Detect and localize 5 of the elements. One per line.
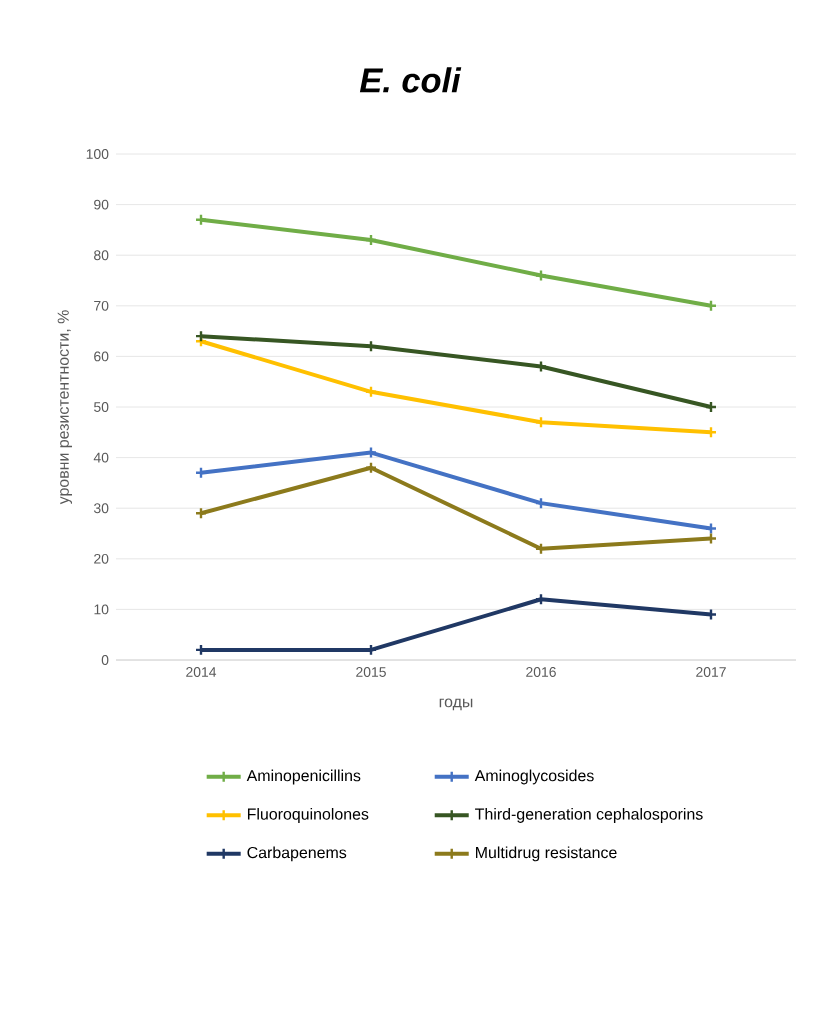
point	[534, 269, 548, 282]
point	[364, 461, 378, 474]
chart-title: E. coli	[359, 67, 462, 93]
point	[364, 385, 378, 398]
point	[364, 233, 378, 247]
